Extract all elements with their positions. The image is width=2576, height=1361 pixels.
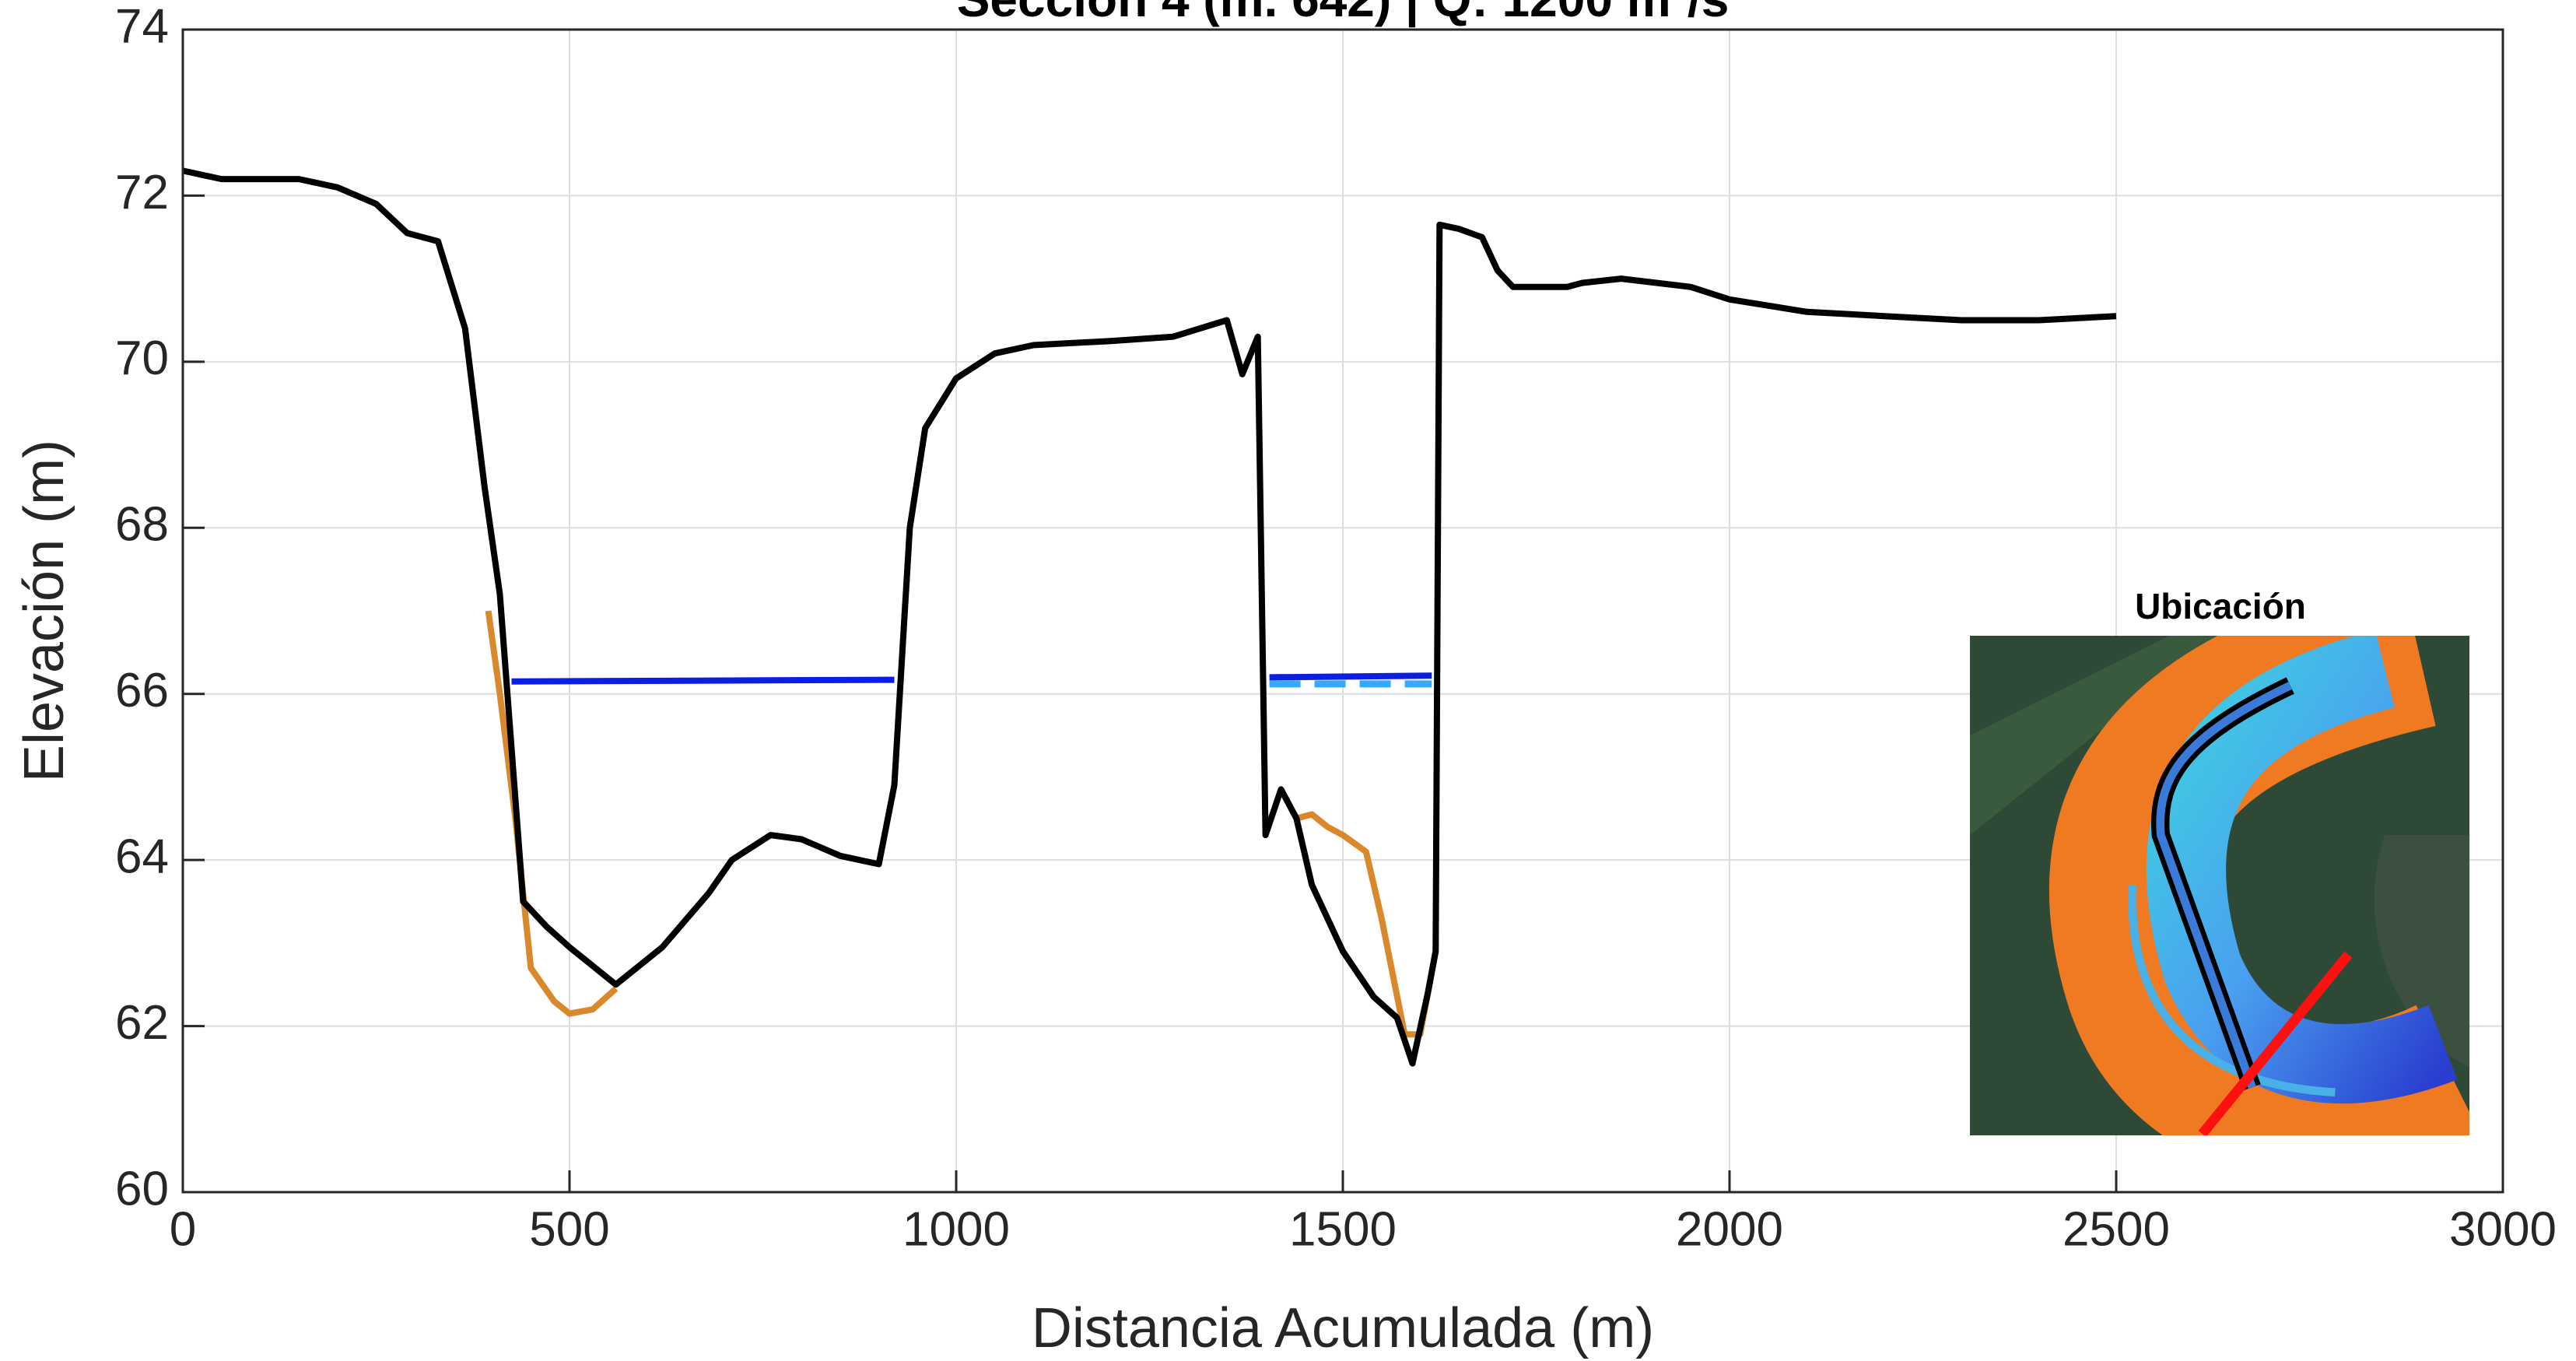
series-line [485,610,619,1017]
x-tick-label: 0 [170,1202,196,1256]
map-field [1970,636,2220,836]
y-tick-label: 64 [115,830,169,884]
y-tick-label: 68 [115,498,169,552]
x-tick-label: 2500 [2063,1202,2170,1256]
series-line [1277,787,1439,1038]
y-axis-label: Elevación (m) [13,440,75,782]
series-line [1269,672,1432,681]
y-tick-label: 62 [115,996,169,1050]
chart-title: Sección 4 (m. 642) | Q: 1200 m³/s [957,0,1730,28]
x-tick-label: 2000 [1676,1202,1783,1256]
x-tick-label: 500 [529,1202,609,1256]
x-tick-label: 1500 [1289,1202,1397,1256]
x-tick-label: 1000 [902,1202,1010,1256]
ticks: 0 500 1000 1500 2000 2500 3000 60 62 64 66 68 70 72 74 [115,0,2557,1256]
reach-centerline [2156,682,2293,1089]
y-tick-label: 74 [115,0,169,53]
y-tick-label: 60 [115,1162,169,1215]
x-axis-label: Distancia Acumulada (m) [1032,1297,1654,1359]
series-line [182,167,2117,1067]
side-channel [2128,884,2336,1097]
y-tick-label: 72 [115,166,169,219]
inset-map [1970,636,2470,1136]
x-tick-label: 3000 [2449,1202,2557,1256]
series-line [511,676,895,685]
y-tick-label: 70 [115,331,169,385]
plot-lines [182,167,2117,1067]
inset-title: Ubicación [2135,586,2306,626]
y-tick-label: 66 [115,664,169,717]
section-line [2198,951,2353,1136]
map-forest [2374,835,2470,1068]
